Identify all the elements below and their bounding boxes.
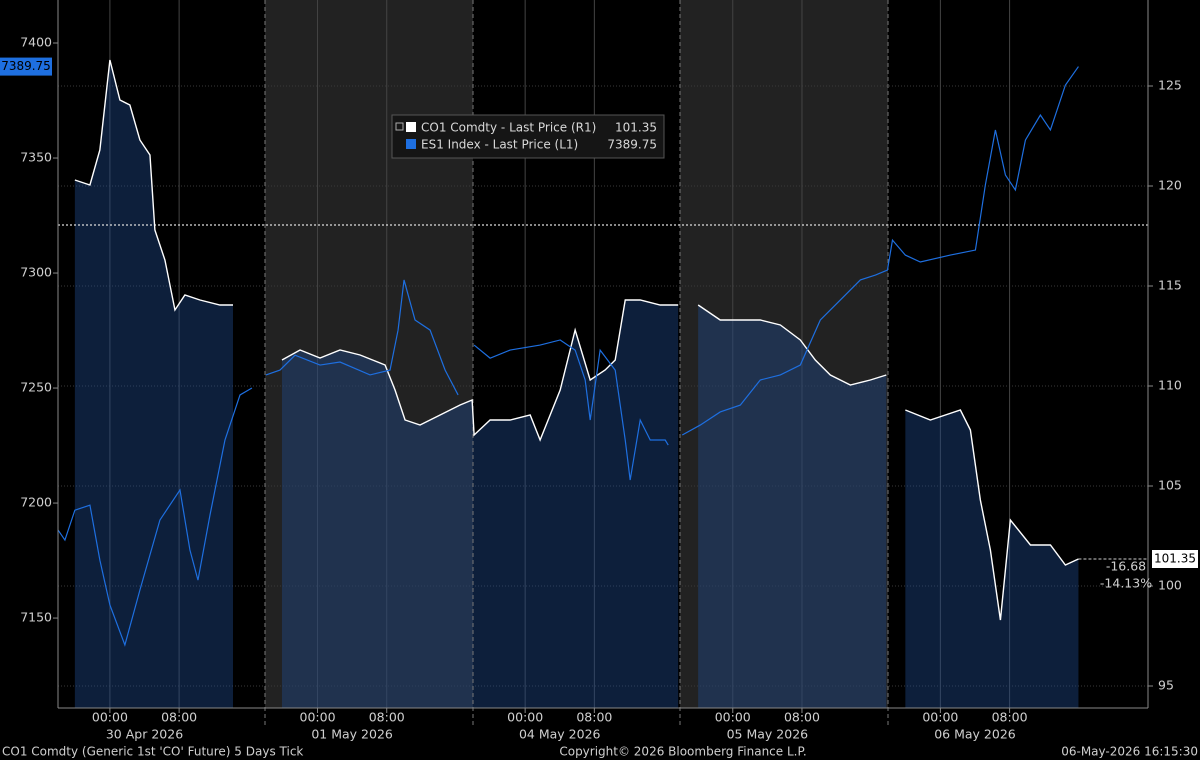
series-line bbox=[57, 66, 1079, 647]
legend-value: 7389.75 bbox=[607, 138, 657, 152]
y-tick-label: 7200 bbox=[20, 495, 52, 510]
legend-swatch bbox=[406, 122, 416, 132]
y2-tick-label: 125 bbox=[1158, 78, 1182, 93]
series-line bbox=[74, 59, 1079, 621]
x-tick-label: 08:00 bbox=[161, 710, 197, 725]
y2-tick-label: 105 bbox=[1158, 478, 1182, 493]
last-price-flag-label: 7389.75 bbox=[1, 59, 51, 73]
y-tick-label: 7400 bbox=[20, 35, 52, 50]
date-label: 06 May 2026 bbox=[934, 727, 1016, 742]
x-tick-label: 00:00 bbox=[300, 710, 336, 725]
last-price-flag bbox=[1152, 550, 1198, 568]
legend-label: ES1 Index - Last Price (L1) bbox=[421, 138, 578, 152]
date-label: 30 Apr 2026 bbox=[106, 727, 183, 742]
legend-value: 101.35 bbox=[615, 121, 657, 135]
x-tick-label: 00:00 bbox=[922, 710, 958, 725]
change-annotation: -16.68 bbox=[1106, 559, 1146, 574]
y-tick-label: 7250 bbox=[20, 380, 52, 395]
session-band bbox=[680, 0, 888, 708]
day-separators bbox=[58, 0, 1148, 728]
y2-tick-label: 115 bbox=[1158, 278, 1182, 293]
y-tick-label: 7300 bbox=[20, 265, 52, 280]
date-label: 05 May 2026 bbox=[727, 727, 809, 742]
footer-bar bbox=[0, 743, 1200, 760]
legend-box bbox=[391, 114, 665, 159]
x-tick-label: 00:00 bbox=[507, 710, 543, 725]
over-layer bbox=[57, 59, 1079, 647]
last-price-flag bbox=[0, 57, 52, 76]
x-tick-label: 00:00 bbox=[715, 710, 751, 725]
area bbox=[281, 300, 679, 708]
legend: CO1 Comdty - Last Price (R1) 101.35 ES1 … bbox=[391, 114, 665, 159]
x-tick-label: 00:00 bbox=[92, 710, 128, 725]
legend-swatch bbox=[406, 139, 416, 149]
x-tick-label: 08:00 bbox=[992, 710, 1028, 725]
footer-right: 06-May-2026 16:15:30 bbox=[1061, 745, 1198, 759]
under-layer bbox=[58, 0, 1148, 708]
x-tick-label: 08:00 bbox=[576, 710, 612, 725]
date-label: 01 May 2026 bbox=[311, 727, 393, 742]
legend-toggle[interactable] bbox=[395, 122, 404, 131]
y2-tick-label: 95 bbox=[1158, 678, 1174, 693]
date-label: 04 May 2026 bbox=[519, 727, 601, 742]
last-price-flag-label: 101.35 bbox=[1154, 552, 1196, 566]
y-tick-label: 7350 bbox=[20, 150, 52, 165]
x-tick-label: 08:00 bbox=[784, 710, 820, 725]
legend-label: CO1 Comdty - Last Price (R1) bbox=[421, 121, 596, 135]
y2-tick-label: 120 bbox=[1158, 178, 1182, 193]
y2-tick-label: 110 bbox=[1158, 378, 1182, 393]
x-tick-label: 08:00 bbox=[369, 710, 405, 725]
area bbox=[905, 410, 1079, 708]
area bbox=[74, 60, 234, 708]
area bbox=[698, 305, 887, 708]
y2-tick-label: 100 bbox=[1158, 578, 1182, 593]
y-tick-label: 7150 bbox=[20, 610, 52, 625]
footer-left: CO1 Comdty (Generic 1st 'CO' Future) 5 D… bbox=[2, 745, 303, 759]
change-annotation: -14.13% bbox=[1100, 576, 1152, 591]
footer-center: Copyright© 2026 Bloomberg Finance L.P. bbox=[559, 745, 806, 759]
